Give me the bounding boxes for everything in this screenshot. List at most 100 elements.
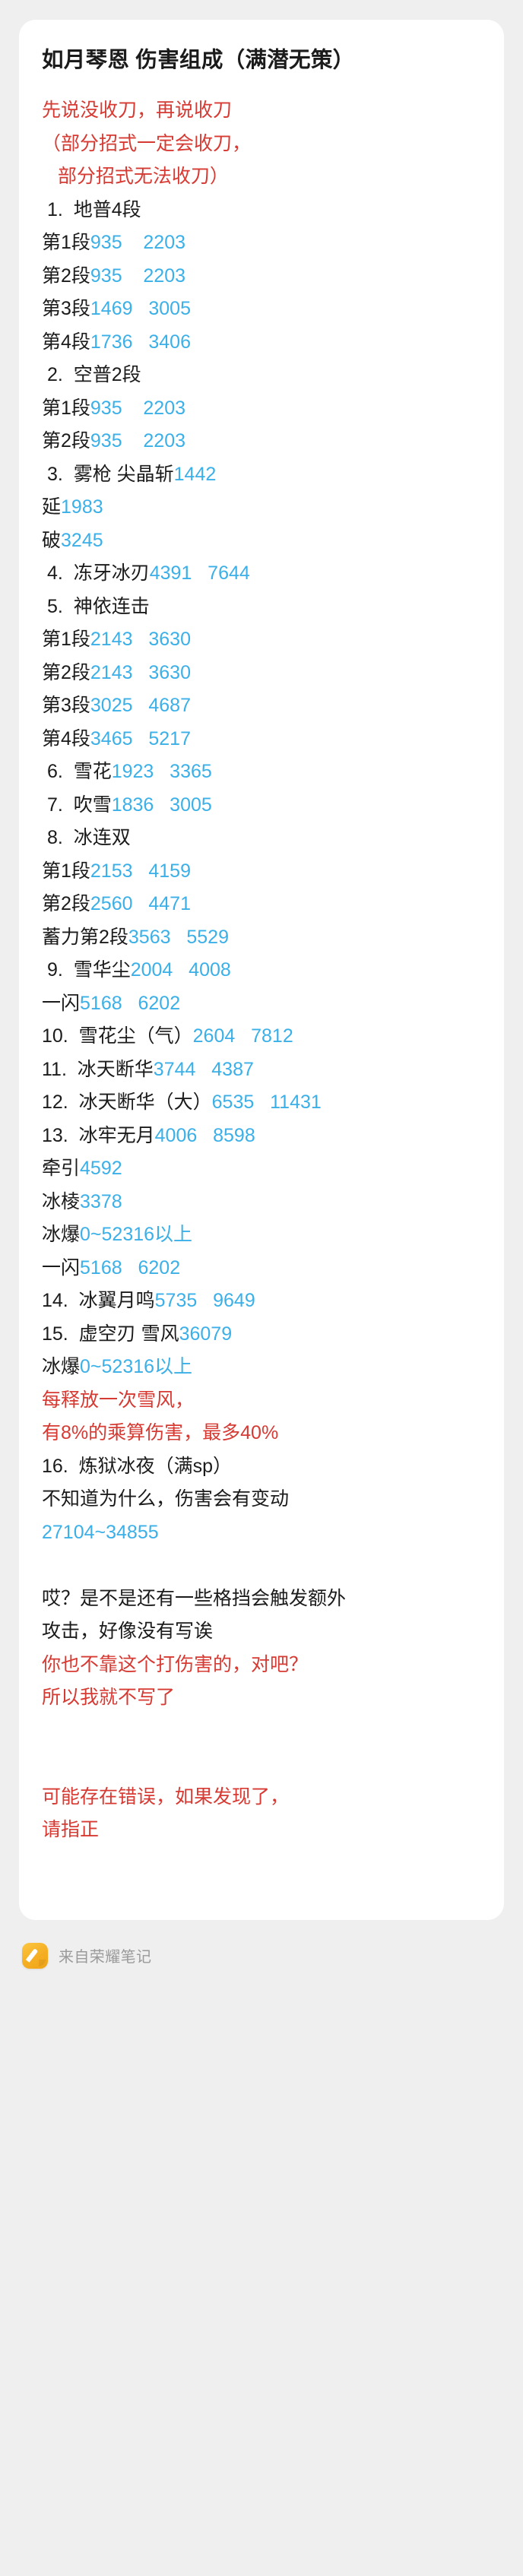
- move-label: 13. 冰牢无月: [42, 1124, 155, 1146]
- note-line: 不知道为什么，伤害会有变动: [42, 1483, 481, 1516]
- damage-value: 4387: [195, 1058, 254, 1080]
- damage-value: 4391: [149, 562, 192, 585]
- move-label: 第4段: [42, 331, 90, 353]
- damage-value: 6202: [122, 1256, 181, 1278]
- note-line: 一闪5168 6202: [42, 987, 481, 1021]
- move-label: 第2段: [42, 661, 90, 683]
- move-label: 第1段: [42, 232, 90, 254]
- note-body: 先说没收刀，再说收刀 （部分招式一定会收刀， 部分招式无法收刀） 1. 地普4段第…: [42, 94, 481, 1847]
- note-line: 第1段935 2203: [42, 392, 481, 426]
- damage-value: 3630: [132, 661, 191, 683]
- move-label: 一闪: [42, 1256, 81, 1278]
- move-label: 16. 炼狱冰夜（满sp）: [42, 1455, 233, 1477]
- damage-value: 5529: [170, 926, 229, 948]
- note-line: 第1段2143 3630: [42, 623, 481, 657]
- damage-value: 6202: [122, 992, 181, 1014]
- damage-value: 5168: [80, 1256, 122, 1278]
- move-label: 破: [42, 529, 62, 551]
- damage-value: 935: [90, 430, 122, 452]
- note-line: 27104~34855: [42, 1516, 481, 1550]
- damage-value: 1736: [90, 331, 133, 353]
- move-label: 冰爆: [42, 1356, 81, 1378]
- note-line: 第3段1469 3005: [42, 293, 481, 326]
- note-line: 8. 冰连双: [42, 822, 481, 855]
- note-line: 第2段2143 3630: [42, 657, 481, 690]
- move-label: 第1段: [42, 860, 90, 882]
- damage-value: 1442: [173, 463, 217, 485]
- damage-value: 3025: [90, 695, 133, 717]
- damage-value: 4008: [173, 959, 231, 981]
- damage-value: 1923: [111, 761, 154, 783]
- note-line: 第1段2153 4159: [42, 855, 481, 889]
- note-line: [42, 1549, 481, 1583]
- note-line: 请指正: [42, 1819, 100, 1841]
- note-line: [42, 1715, 481, 1748]
- damage-value: 3005: [154, 794, 212, 816]
- move-label: 4. 冻牙冰刃: [42, 562, 150, 585]
- note-line: （部分招式一定会收刀，: [42, 132, 252, 154]
- note-line: 11. 冰天断华3744 4387: [42, 1054, 481, 1087]
- damage-value: 4471: [132, 893, 191, 915]
- note-line: 4. 冻牙冰刃4391 7644: [42, 557, 481, 591]
- move-label: 9. 雪华尘: [42, 959, 131, 981]
- note-line: 第3段3025 4687: [42, 689, 481, 723]
- note-line: 部分招式无法收刀）: [42, 166, 229, 188]
- damage-value: 2143: [90, 629, 133, 651]
- move-label: 15. 虚空刃 雪风: [42, 1323, 179, 1345]
- note-source-footer[interactable]: 来自荣耀笔记: [19, 1920, 504, 1987]
- note-line: 所以我就不写了: [42, 1687, 176, 1709]
- note-line: 破3245: [42, 524, 481, 558]
- note-line: 冰爆0~52316以上: [42, 1218, 481, 1252]
- note-line: 6. 雪花1923 3365: [42, 756, 481, 789]
- damage-value: 1983: [61, 496, 103, 518]
- move-label: 攻击，好像没有写诶: [42, 1621, 214, 1643]
- note-line: 第2段935 2203: [42, 260, 481, 293]
- note-line: [42, 1747, 481, 1781]
- damage-value: 36079: [179, 1323, 233, 1345]
- damage-value: 6535: [211, 1092, 255, 1114]
- damage-value: 2153: [90, 860, 133, 882]
- note-line: 16. 炼狱冰夜（满sp）: [42, 1450, 481, 1484]
- note-line: 7. 吹雪1836 3005: [42, 789, 481, 822]
- damage-value: 4006: [154, 1124, 198, 1146]
- move-label: 10. 雪花尘（气）: [42, 1025, 193, 1047]
- move-label: 6. 雪花: [42, 761, 112, 783]
- damage-value: 3406: [132, 331, 191, 353]
- move-label: 第2段: [42, 893, 90, 915]
- move-label: 12. 冰天断华（大）: [42, 1092, 212, 1114]
- move-label: 牵引: [42, 1158, 81, 1180]
- note-line: 13. 冰牢无月4006 8598: [42, 1120, 481, 1153]
- damage-value: 3005: [132, 298, 191, 320]
- damage-value: 1836: [111, 794, 154, 816]
- note-line: 先说没收刀，再说收刀: [42, 100, 233, 122]
- damage-value: 3630: [132, 629, 191, 651]
- damage-value: 27104~34855: [42, 1521, 159, 1543]
- damage-value: 2560: [90, 893, 133, 915]
- damage-value: 5217: [132, 727, 191, 749]
- damage-value: 2143: [90, 661, 133, 683]
- note-source-label: 来自荣耀笔记: [59, 1949, 152, 1966]
- damage-value: 0~52316以上: [80, 1356, 193, 1378]
- note-line: 可能存在错误，如果发现了，: [42, 1785, 290, 1808]
- move-label: 2. 空普2段: [42, 364, 141, 386]
- damage-value: 4159: [132, 860, 191, 882]
- move-label: 冰棱: [42, 1190, 81, 1212]
- damage-value: 3378: [80, 1190, 122, 1212]
- damage-value: 4592: [80, 1158, 122, 1180]
- note-card: 如月琴恩 伤害组成（满潜无策） 先说没收刀，再说收刀 （部分招式一定会收刀， 部分…: [19, 20, 504, 1920]
- move-label: 冰爆: [42, 1224, 81, 1246]
- note-line: 哎？是不是还有一些格挡会触发额外: [42, 1583, 481, 1616]
- damage-value: 935: [90, 265, 122, 287]
- damage-value: 8598: [197, 1124, 255, 1146]
- note-line: 第2段935 2203: [42, 425, 481, 458]
- note-line: 5. 神依连击: [42, 591, 481, 624]
- move-label: 第3段: [42, 298, 90, 320]
- note-line: 第1段935 2203: [42, 227, 481, 260]
- note-line: 牵引4592: [42, 1152, 481, 1186]
- damage-value: 2203: [122, 232, 186, 254]
- note-line: 3. 雾枪 尖晶斩1442: [42, 458, 481, 492]
- move-label: 哎？是不是还有一些格挡会触发额外: [42, 1587, 347, 1609]
- move-label: 7. 吹雪: [42, 794, 112, 816]
- note-line: 你也不靠这个打伤害的，对吧？: [42, 1653, 309, 1675]
- damage-value: 3365: [154, 761, 212, 783]
